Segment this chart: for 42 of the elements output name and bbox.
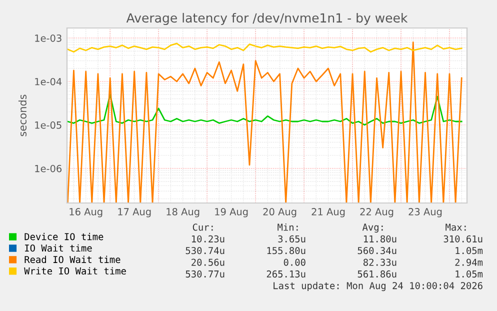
x-tick-label: 16 Aug (70, 208, 102, 218)
x-tick-label: 18 Aug (166, 208, 200, 218)
x-tick-label: 20 Aug (263, 208, 296, 218)
x-tick-label: 21 Aug (312, 208, 345, 218)
text: 1.05m (456, 270, 483, 278)
text: Cur: (192, 224, 213, 231)
y-axis-title: seconds (18, 94, 27, 136)
x-tick-label: 19 Aug (215, 208, 248, 218)
text: 10.23u (192, 235, 224, 242)
text: 310.61u (444, 235, 482, 242)
legend-label: Write IO Wait time (24, 267, 126, 275)
line-series (67, 94, 462, 126)
text: Max: (446, 224, 466, 231)
text: 3.65u (278, 235, 306, 242)
text: 560.34u (358, 247, 396, 254)
x-tick-label: 23 Aug (408, 208, 442, 218)
y-tick-label: 1e-03 (35, 34, 62, 42)
legend-label: Device IO time (24, 232, 104, 240)
text: 530.77u (186, 270, 224, 278)
text: 155.80u (267, 247, 306, 254)
text: 20.56u (192, 258, 224, 266)
text: 530.74u (186, 247, 224, 254)
y-tick-label: 1e-04 (35, 78, 62, 86)
line-series (67, 42, 462, 203)
text: 11.80u (364, 235, 396, 242)
text: 2.94m (455, 258, 483, 266)
x-tick-label: 22 Aug (360, 208, 394, 218)
text: 82.33u (363, 258, 396, 266)
line-series (67, 42, 462, 53)
legend-label: Read IO Wait time (24, 256, 120, 264)
text: Min: (278, 223, 298, 231)
text: 0.00 (284, 258, 306, 266)
y-tick-label: 1e-05 (35, 121, 62, 129)
text: 561.86u (358, 270, 396, 278)
legend-label: IO Wait time (25, 244, 92, 252)
chart-title: Average latency for /dev/nvme1n1 - by week (126, 12, 408, 26)
y-tick-label: 1e-06 (35, 164, 62, 172)
x-tick-label: 17 Aug (118, 208, 151, 218)
text: Last update: Mon Aug 24 10:00:04 2026 (274, 282, 482, 292)
text: 1.05m (456, 247, 483, 254)
text: Avg: (362, 224, 383, 233)
text: 265.13u (266, 270, 306, 278)
